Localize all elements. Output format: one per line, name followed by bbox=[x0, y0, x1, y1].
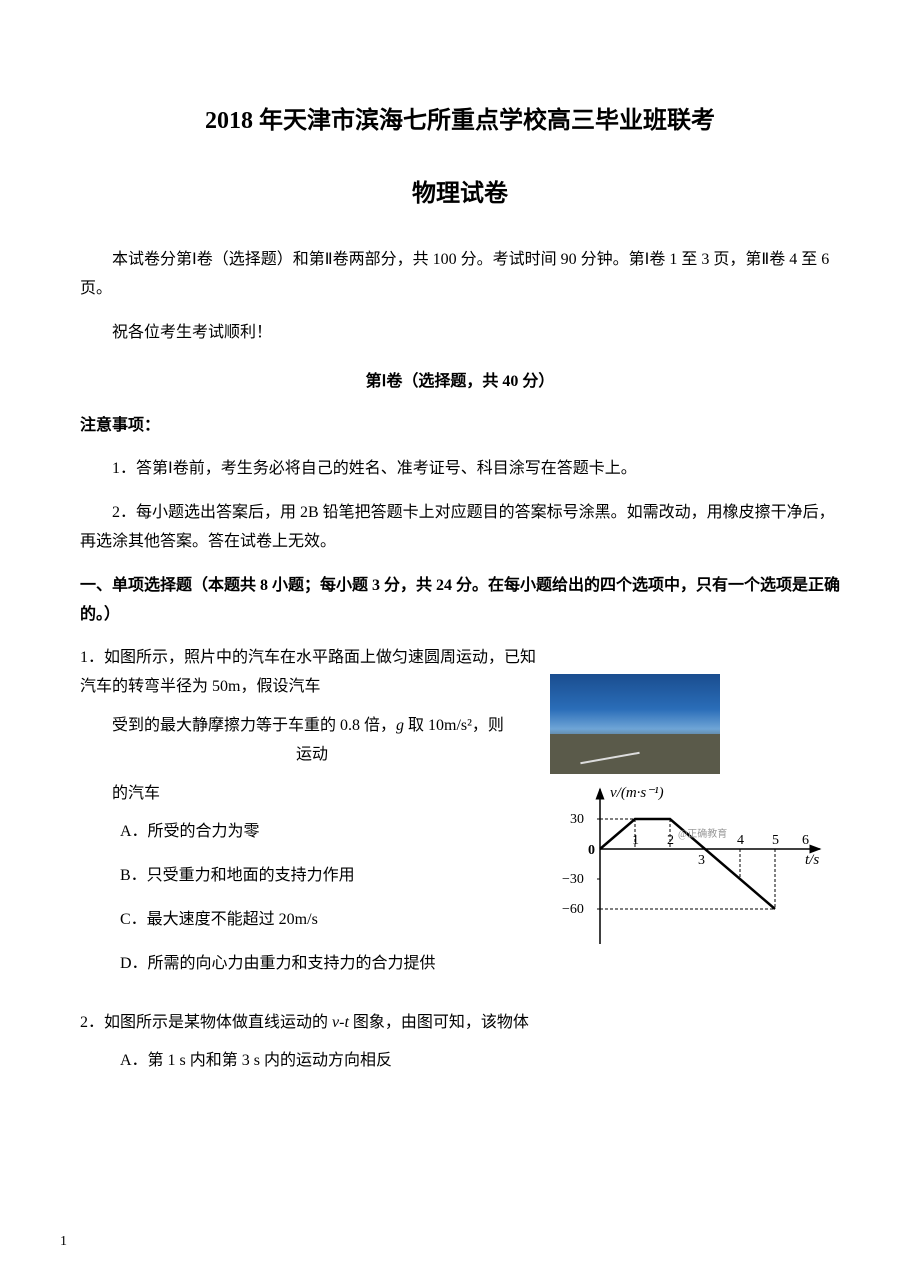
watermark: @正确教育 bbox=[678, 827, 727, 840]
y-tick-neg60: −60 bbox=[562, 902, 584, 917]
x-axis-label: t/s bbox=[805, 852, 819, 868]
vt-graph: 30 0 −30 −60 1 2 3 4 5 6 bbox=[550, 779, 830, 954]
q2-text: 2．如图所示是某物体做直线运动的 v-t 图象，由图可知，该物体 bbox=[80, 1009, 840, 1038]
q1-option-b: B．只受重力和地面的支持力作用 bbox=[120, 862, 550, 891]
car-photo bbox=[550, 674, 720, 774]
notice-header: 注意事项： bbox=[80, 412, 840, 441]
x-tick-6: 6 bbox=[802, 833, 809, 848]
vt-symbol: v-t bbox=[332, 1014, 349, 1031]
section-1-title: 第Ⅰ卷（选择题，共 40 分） bbox=[80, 368, 840, 397]
y-tick-neg30: −30 bbox=[562, 872, 584, 887]
y-axis-label: v/(m·s⁻¹) bbox=[610, 785, 664, 801]
q1-text-line2: 受到的最大静摩擦力等于车重的 0.8 倍，g 取 10m/s²，则 运动 bbox=[80, 712, 550, 770]
title-main: 2018 年天津市滨海七所重点学校高三毕业班联考 bbox=[80, 100, 840, 143]
q1-option-c: C．最大速度不能超过 20m/s bbox=[120, 906, 550, 935]
question-2: 2．如图所示是某物体做直线运动的 v-t 图象，由图可知，该物体 A．第 1 s… bbox=[80, 1009, 840, 1077]
part-1-title: 一、单项选择题（本题共 8 小题；每小题 3 分，共 24 分。在每小题给出的四… bbox=[80, 572, 840, 630]
question-1: 1．如图所示，照片中的汽车在水平路面上做匀速圆周运动，已知汽车的转弯半径为 50… bbox=[80, 644, 840, 993]
notice-item-2: 2．每小题选出答案后，用 2B 铅笔把答题卡上对应题目的答案标号涂黑。如需改动，… bbox=[80, 499, 840, 557]
x-tick-4: 4 bbox=[737, 833, 744, 848]
x-tick-3: 3 bbox=[698, 853, 705, 868]
q1-option-d: D．所需的向心力由重力和支持力的合力提供 bbox=[120, 950, 550, 979]
q1-text-line1: 1．如图所示，照片中的汽车在水平路面上做匀速圆周运动，已知汽车的转弯半径为 50… bbox=[80, 644, 550, 702]
q2-option-a: A．第 1 s 内和第 3 s 内的运动方向相反 bbox=[120, 1047, 840, 1076]
page-number: 1 bbox=[60, 1229, 67, 1254]
intro-paragraph-1: 本试卷分第Ⅰ卷（选择题）和第Ⅱ卷两部分，共 100 分。考试时间 90 分钟。第… bbox=[80, 246, 840, 304]
g-symbol: g bbox=[396, 717, 408, 734]
q1-option-a: A．所受的合力为零 bbox=[120, 818, 550, 847]
x-tick-5: 5 bbox=[772, 833, 779, 848]
y-tick-30: 30 bbox=[570, 812, 584, 827]
intro-paragraph-2: 祝各位考生考试顺利！ bbox=[80, 319, 840, 348]
notice-item-1: 1．答第Ⅰ卷前，考生务必将自己的姓名、准考证号、科目涂写在答题卡上。 bbox=[80, 455, 840, 484]
title-sub: 物理试卷 bbox=[80, 173, 840, 216]
q1-text-line3: 的汽车 bbox=[80, 780, 550, 809]
origin-label: 0 bbox=[588, 843, 595, 858]
